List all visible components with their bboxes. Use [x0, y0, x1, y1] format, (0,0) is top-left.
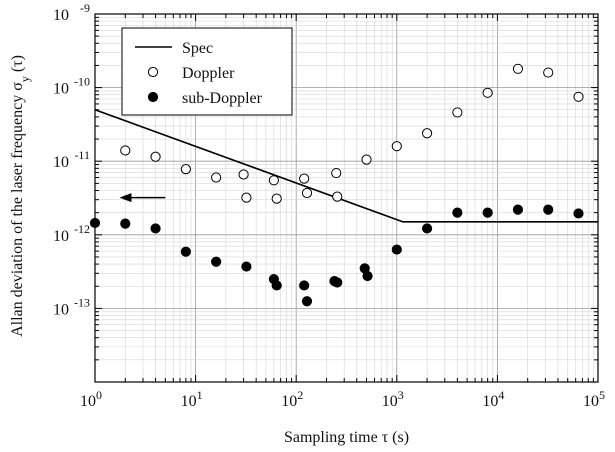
y-tick-label-base: 10 — [53, 228, 69, 245]
sub-doppler-point — [573, 208, 584, 219]
sub-doppler-point — [211, 256, 222, 267]
y-tick-label: 10 -9 — [53, 1, 90, 24]
doppler-point — [211, 172, 222, 183]
doppler-point — [150, 151, 161, 162]
y-tick-label-base: 10 — [53, 81, 69, 98]
y-tick-label: 10 -12 — [53, 222, 90, 245]
doppler-point — [332, 191, 343, 202]
sub-doppler-series — [89, 204, 584, 307]
y-tick-label-exponent: -12 — [74, 222, 90, 236]
y-tick-label-base: 10 — [53, 7, 69, 24]
x-tick-label-base: 10 — [181, 393, 197, 410]
x-tick-label-base: 10 — [583, 393, 599, 410]
doppler-point — [573, 91, 584, 102]
y-tick-label: 10 -13 — [53, 295, 90, 318]
sub-doppler-point — [421, 223, 433, 234]
sub-doppler-point — [299, 280, 310, 291]
plot-frame — [94, 13, 599, 383]
y-tick-label-exponent: -13 — [74, 295, 90, 309]
doppler-point — [421, 128, 433, 139]
sub-doppler-point — [241, 261, 252, 272]
sub-doppler-point — [362, 270, 373, 282]
sub-doppler-point — [120, 218, 131, 229]
axis-ticks — [94, 13, 599, 383]
sub-doppler-point — [391, 244, 402, 255]
x-tick-labels: 100 101 102 103 104 105 — [80, 388, 605, 410]
doppler-point — [391, 141, 402, 152]
y-tick-label: 10 -10 — [53, 75, 90, 98]
x-tick-label: 101 — [181, 388, 203, 410]
x-tick-label-exponent: 0 — [96, 388, 102, 402]
sub-doppler-point — [150, 223, 161, 234]
y-tick-label: 10 -11 — [53, 148, 90, 171]
x-tick-label-exponent: 4 — [498, 388, 504, 402]
legend-subdoppler-swatch — [147, 91, 159, 103]
y-axis-label: Allan deviation of the laser frequency σ… — [9, 55, 32, 337]
x-tick-label: 102 — [281, 388, 303, 410]
doppler-point — [361, 154, 372, 165]
x-axis-label: Sampling time τ (s) — [284, 429, 409, 446]
doppler-point — [482, 87, 493, 98]
doppler-point — [512, 63, 524, 74]
arrow-head — [119, 193, 132, 203]
y-tick-label-exponent: -9 — [80, 1, 90, 15]
x-tick-label-base: 10 — [281, 393, 297, 410]
spec-series — [94, 109, 598, 223]
x-tick-label: 100 — [80, 388, 102, 410]
doppler-point — [271, 193, 282, 204]
doppler-point — [543, 67, 554, 78]
legend-doppler-label: Doppler — [182, 65, 235, 82]
doppler-point — [180, 164, 191, 175]
doppler-point — [241, 192, 252, 203]
doppler-point — [120, 145, 131, 156]
x-tick-label: 103 — [382, 388, 404, 410]
x-tick-label: 104 — [482, 388, 504, 410]
doppler-point — [452, 107, 463, 118]
x-tick-label-base: 10 — [382, 393, 398, 410]
y-tick-labels: 10 -13 10 -12 10 -11 10 -10 10 -9 — [53, 1, 90, 318]
x-tick-label: 105 — [583, 388, 605, 410]
sub-doppler-point — [482, 207, 493, 218]
y-axis-label-main: Allan deviation of the laser frequency σ — [9, 82, 26, 337]
legend-spec-label: Spec — [182, 40, 213, 57]
y-axis-label-suffix: (τ) — [9, 55, 26, 76]
legend-doppler-swatch — [147, 66, 159, 78]
y-tick-label-exponent: -11 — [74, 148, 90, 162]
legend-subdoppler-label: sub-Doppler — [182, 90, 263, 107]
x-tick-label-exponent: 3 — [398, 388, 404, 402]
sub-doppler-point — [512, 204, 524, 215]
sub-doppler-point — [543, 204, 554, 215]
doppler-point — [268, 175, 279, 186]
y-tick-label-base: 10 — [53, 154, 69, 171]
sub-doppler-point — [332, 277, 343, 288]
x-tick-label-exponent: 5 — [599, 388, 605, 402]
x-tick-label-base: 10 — [80, 393, 96, 410]
y-tick-label-base: 10 — [53, 301, 69, 318]
sub-doppler-point — [301, 296, 313, 307]
spec-line — [94, 109, 598, 223]
annotations — [119, 193, 166, 203]
legend: Spec Doppler sub-Doppler — [121, 27, 293, 116]
y-tick-label-exponent: -10 — [74, 75, 90, 89]
sub-doppler-point — [180, 246, 191, 257]
doppler-point — [238, 169, 249, 180]
doppler-point — [299, 173, 310, 184]
sub-doppler-point — [271, 280, 282, 291]
x-tick-label-exponent: 1 — [197, 388, 203, 402]
doppler-point — [301, 187, 313, 199]
doppler-series — [120, 63, 584, 204]
doppler-point — [331, 167, 342, 179]
sub-doppler-point — [452, 207, 463, 218]
x-tick-label-exponent: 2 — [297, 388, 303, 402]
x-tick-label-base: 10 — [482, 393, 498, 410]
y-axis-label-subscript: y — [18, 76, 32, 82]
